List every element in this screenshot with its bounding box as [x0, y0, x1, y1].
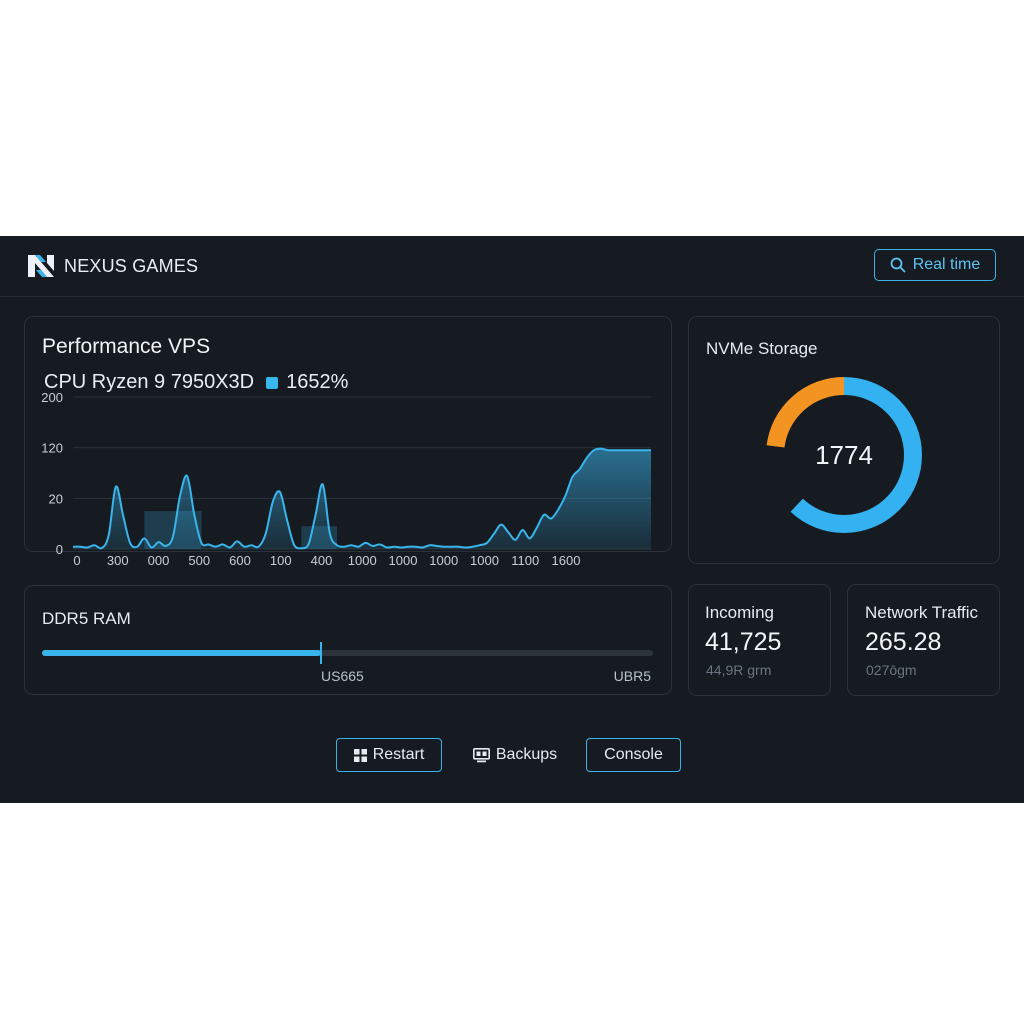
ram-used-label: US665 — [321, 668, 364, 684]
ram-usage-fill — [42, 650, 321, 656]
chart-x-tick-label: 1000 — [429, 553, 458, 568]
ram-usage-bar — [42, 642, 653, 664]
ram-panel: DDR5 RAM US665 UBR5 — [24, 585, 672, 695]
chart-y-tick-label: 20 — [49, 491, 63, 506]
network-panel: Network Traffic 265.28 027ōgm — [847, 584, 1000, 696]
incoming-panel: Incoming 41,725 44,9R grm — [688, 584, 831, 696]
storage-title: NVMe Storage — [706, 339, 818, 358]
chart-x-tick-label: 300 — [107, 553, 129, 568]
backup-icon — [472, 747, 490, 762]
incoming-value: 41,725 — [705, 628, 782, 656]
realtime-button[interactable]: Real time — [874, 249, 996, 281]
chart-x-tick-label: 500 — [188, 553, 210, 568]
chart-x-tick-label: 000 — [148, 553, 170, 568]
cpu-value: 1652% — [286, 371, 349, 393]
incoming-sub: 44,9R grm — [706, 662, 772, 678]
grid-icon — [353, 748, 367, 762]
chart-x-tick-label: 0 — [73, 553, 80, 568]
realtime-label: Real time — [912, 256, 981, 273]
network-sub: 027ōgm — [866, 662, 917, 678]
ram-usage-marker — [319, 642, 322, 664]
brand-name: NEXUS GAMES — [64, 255, 199, 276]
chart-x-tick-label: 1100 — [511, 553, 539, 568]
storage-panel: NVMe Storage 1774 — [688, 316, 1000, 564]
chart-x-tick-label: 1000 — [470, 553, 499, 568]
chart-x-tick-label: 600 — [229, 553, 251, 568]
nexus-logo-icon — [28, 255, 54, 277]
cpu-label: CPU Ryzen 9 7950X3D — [44, 371, 255, 393]
chart-x-tick-label: 1600 — [552, 553, 581, 568]
restart-label: Restart — [372, 746, 425, 763]
network-title: Network Traffic — [865, 603, 979, 622]
cpu-legend-swatch — [266, 376, 279, 389]
cpu-summary: CPU Ryzen 9 7950X3D 1652% — [44, 371, 348, 394]
network-value: 265.28 — [865, 628, 942, 656]
console-label: Console — [604, 746, 663, 763]
performance-panel: 200 120 20 0 0 300 000 500 600 100 400 1000 1000 1000… — [24, 316, 672, 568]
performance-title: Performance VPS — [42, 335, 211, 358]
chart-x-tick-label: 400 — [311, 553, 333, 568]
cpu-line — [72, 447, 651, 550]
chart-x-tick-label: 1000 — [389, 553, 418, 568]
chart-x-tick-label: 1000 — [348, 553, 377, 568]
chart-y-tick-label: 200 — [41, 390, 63, 405]
chart-y-tick-label: 120 — [41, 441, 63, 456]
restart-button[interactable]: Restart — [336, 738, 442, 772]
backups-label: Backups — [495, 746, 558, 763]
incoming-title: Incoming — [705, 603, 774, 622]
dashboard-window: NEXUS GAMES Real time 200 120 20 0 0 300 000 50… — [0, 236, 1024, 803]
ram-total-label: UBR5 — [613, 668, 651, 684]
backups-button[interactable]: Backups — [468, 738, 562, 772]
chart-x-tick-label: 100 — [270, 553, 292, 568]
cpu-area — [73, 448, 651, 549]
top-bar: NEXUS GAMES Real time — [0, 236, 1024, 297]
ram-title: DDR5 RAM — [42, 609, 131, 628]
search-icon — [890, 257, 906, 273]
storage-donut: 1774 — [766, 377, 922, 533]
brand[interactable]: NEXUS GAMES — [26, 251, 198, 281]
chart-y-tick-label: 0 — [56, 542, 63, 557]
storage-value: 1774 — [815, 440, 873, 470]
console-button[interactable]: Console — [586, 738, 681, 772]
